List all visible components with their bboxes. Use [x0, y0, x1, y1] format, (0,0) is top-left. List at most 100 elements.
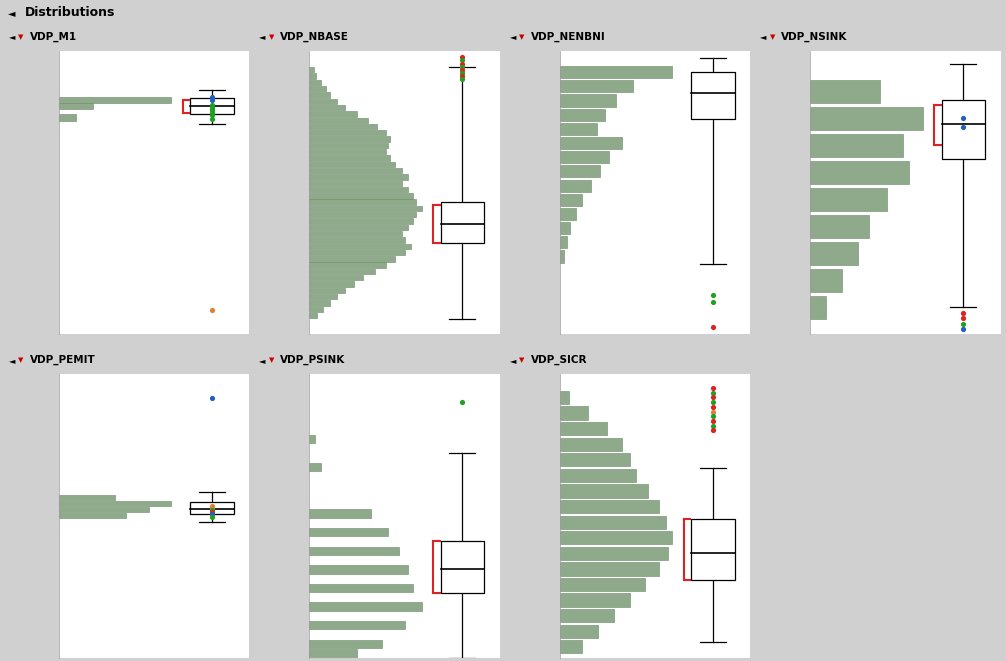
- Bar: [559, 531, 672, 545]
- Bar: [559, 391, 568, 404]
- Text: VDP_PEMIT: VDP_PEMIT: [29, 355, 96, 366]
- Text: ▼: ▼: [770, 34, 776, 40]
- Bar: [559, 66, 672, 78]
- Bar: [309, 143, 388, 148]
- Bar: [58, 102, 93, 109]
- Bar: [58, 495, 115, 500]
- Point: [204, 393, 220, 404]
- Bar: [309, 162, 395, 167]
- Bar: [559, 625, 599, 638]
- Text: Distributions: Distributions: [25, 6, 116, 19]
- Bar: [559, 640, 582, 654]
- Point: [956, 324, 972, 334]
- Bar: [309, 67, 314, 73]
- Point: [455, 397, 471, 407]
- Point: [204, 107, 220, 118]
- Bar: [309, 187, 408, 192]
- Bar: [810, 296, 826, 319]
- Text: ◄: ◄: [260, 356, 266, 365]
- Bar: [559, 438, 622, 451]
- Point: [956, 319, 972, 329]
- Bar: [309, 105, 345, 110]
- Bar: [309, 149, 386, 155]
- Bar: [559, 422, 607, 436]
- Point: [204, 114, 220, 124]
- Bar: [309, 218, 412, 223]
- Bar: [309, 130, 386, 136]
- Point: [455, 55, 471, 65]
- Point: [705, 383, 721, 393]
- Bar: [309, 640, 382, 648]
- Bar: [309, 206, 422, 211]
- Bar: [58, 507, 149, 512]
- Text: ▼: ▼: [519, 34, 525, 40]
- Bar: [559, 516, 666, 529]
- Point: [455, 71, 471, 81]
- Point: [705, 416, 721, 426]
- Bar: [559, 194, 582, 206]
- Bar: [559, 453, 630, 467]
- Bar: [309, 80, 321, 85]
- Bar: [309, 621, 405, 629]
- Bar: [810, 242, 857, 265]
- Point: [204, 100, 220, 110]
- Text: ▼: ▼: [18, 357, 24, 364]
- Bar: [309, 212, 416, 217]
- Bar: [810, 188, 887, 211]
- Point: [705, 401, 721, 412]
- Text: VDP_NENBNI: VDP_NENBNI: [530, 32, 606, 42]
- Bar: [559, 137, 622, 149]
- Point: [705, 425, 721, 436]
- Bar: [810, 107, 923, 130]
- Point: [705, 290, 721, 300]
- Bar: [309, 231, 401, 237]
- Bar: [309, 93, 330, 98]
- Point: [705, 397, 721, 407]
- Point: [705, 411, 721, 422]
- Bar: [309, 118, 368, 123]
- Bar: [309, 168, 401, 173]
- Point: [956, 121, 972, 132]
- Bar: [559, 95, 616, 106]
- Text: VDP_NSINK: VDP_NSINK: [781, 32, 847, 42]
- Bar: [309, 565, 408, 574]
- Bar: [559, 81, 633, 93]
- Point: [956, 113, 972, 124]
- Text: ◄: ◄: [9, 356, 15, 365]
- Bar: [441, 541, 484, 593]
- Bar: [559, 563, 659, 576]
- Bar: [309, 111, 356, 116]
- Bar: [559, 108, 605, 121]
- Point: [204, 500, 220, 511]
- Bar: [559, 500, 659, 513]
- Bar: [559, 151, 610, 163]
- Point: [204, 509, 220, 520]
- Text: VDP_PSINK: VDP_PSINK: [280, 355, 345, 366]
- Bar: [309, 180, 401, 186]
- Bar: [559, 236, 566, 249]
- Point: [956, 307, 972, 318]
- Bar: [559, 609, 614, 622]
- Text: VDP_NBASE: VDP_NBASE: [280, 32, 349, 42]
- Bar: [559, 469, 637, 482]
- Point: [956, 313, 972, 323]
- Bar: [309, 584, 412, 592]
- Point: [455, 58, 471, 69]
- Bar: [810, 134, 902, 157]
- Bar: [309, 313, 317, 318]
- Point: [204, 503, 220, 514]
- Bar: [559, 578, 646, 591]
- Bar: [58, 514, 127, 518]
- Point: [204, 105, 220, 116]
- Bar: [309, 155, 390, 161]
- Text: ◄: ◄: [260, 32, 266, 42]
- Point: [705, 407, 721, 417]
- Text: ◄: ◄: [8, 8, 15, 18]
- Bar: [810, 161, 909, 184]
- Bar: [309, 547, 399, 555]
- Bar: [309, 510, 371, 518]
- Point: [705, 392, 721, 403]
- Text: VDP_M1: VDP_M1: [29, 32, 76, 42]
- Bar: [559, 547, 668, 560]
- Point: [455, 52, 471, 63]
